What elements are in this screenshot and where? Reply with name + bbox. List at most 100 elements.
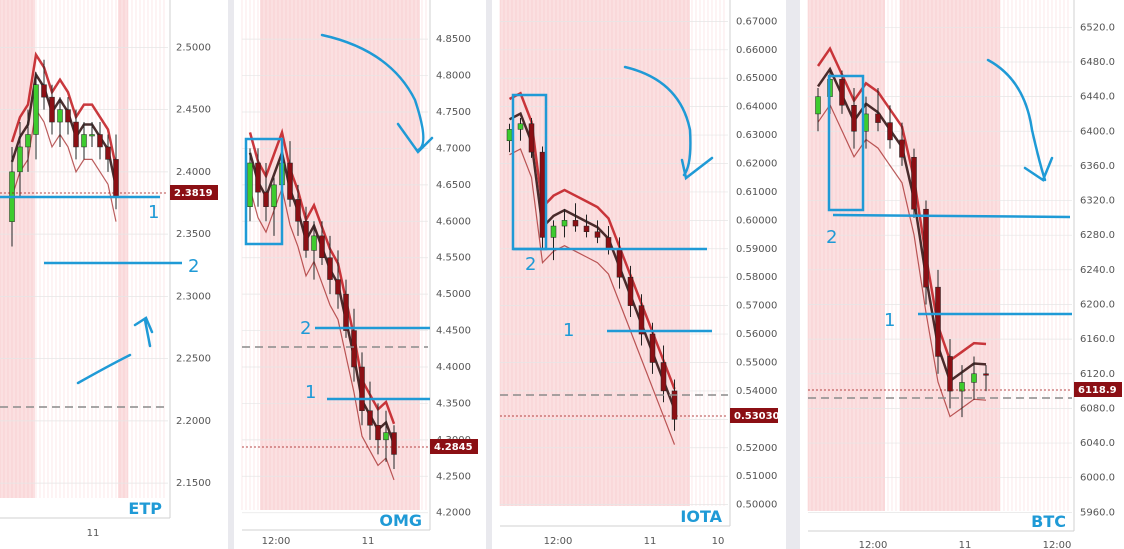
bg-band	[0, 0, 35, 498]
y-tick-label: 0.65000	[736, 73, 777, 84]
candle-body	[65, 109, 71, 123]
candle	[287, 141, 293, 207]
annotation-number: 1	[148, 202, 159, 223]
y-tick-label: 6280.0	[1080, 230, 1115, 241]
candle-body	[899, 139, 905, 158]
candle-body	[335, 279, 341, 295]
candle-body	[311, 235, 317, 251]
x-tick-label: 12:00	[262, 536, 291, 547]
candle	[875, 87, 881, 132]
y-tick-label: 2.3500	[176, 229, 211, 240]
price-tag	[730, 408, 778, 423]
candle-body	[561, 220, 568, 227]
x-tick-label: 10	[712, 536, 725, 547]
time-axis-bg	[808, 531, 1122, 549]
time-axis-bg	[242, 530, 478, 549]
annotation-number: 1	[563, 320, 574, 341]
y-tick-label: 0.58000	[736, 272, 777, 283]
bg-band	[260, 0, 420, 510]
price-tag-value: 4.2845	[434, 442, 473, 453]
candle	[335, 250, 341, 309]
candle	[971, 356, 977, 400]
candle-body	[605, 237, 612, 250]
blue-arrow-annotation	[623, 65, 714, 181]
candle-body	[887, 122, 893, 141]
y-tick-label: 2.4000	[176, 167, 211, 178]
y-tick-label: 0.60000	[736, 215, 777, 226]
candle-body	[343, 293, 349, 331]
candle-body	[351, 330, 357, 368]
candle-body	[528, 123, 535, 153]
candle-body	[815, 96, 821, 115]
y-tick-label: 2.2000	[176, 416, 211, 427]
y-tick-label: 4.4500	[436, 326, 471, 337]
blue-box-annotation	[244, 137, 284, 246]
price-tag-value: 0.53030	[734, 411, 780, 422]
candle-body	[271, 184, 277, 207]
candle-body	[81, 134, 87, 148]
candle	[319, 221, 325, 265]
y-tick-label: 0.52000	[736, 443, 777, 454]
candle	[367, 381, 373, 440]
candle	[660, 345, 667, 403]
candle	[303, 206, 309, 258]
price-tag-value: 6118.9	[1078, 385, 1117, 396]
candle	[671, 379, 678, 431]
candle	[911, 148, 917, 218]
candle	[271, 177, 277, 236]
candle	[539, 146, 546, 249]
candle-body	[17, 146, 23, 173]
candle-body	[539, 151, 546, 238]
candle	[383, 410, 389, 462]
candle-body	[391, 432, 397, 455]
candle-body	[851, 105, 857, 132]
candle-body	[97, 134, 103, 148]
candle	[33, 72, 39, 160]
candle	[25, 109, 31, 172]
y-tick-label: 0.51000	[736, 471, 777, 482]
annotation-number: 2	[826, 227, 837, 248]
candle	[638, 294, 645, 346]
blue-arrow-annotation	[320, 33, 434, 154]
candle	[627, 265, 634, 318]
y-tick-label: 2.5000	[176, 42, 211, 53]
candle-body	[255, 162, 261, 193]
candle-body	[671, 390, 678, 420]
candle-body	[638, 305, 645, 335]
candle-body	[875, 113, 881, 123]
annotation-number: 2	[525, 254, 536, 275]
candle	[327, 235, 333, 295]
candle-body	[303, 221, 309, 251]
y-tick-label: 4.5500	[436, 253, 471, 264]
y-tick-label: 0.62000	[736, 159, 777, 170]
panel-separator	[786, 0, 800, 549]
y-tick-label: 2.4500	[176, 105, 211, 116]
candle	[359, 352, 365, 426]
y-tick-label: 0.67000	[736, 16, 777, 27]
y-tick-label: 6000.0	[1080, 473, 1115, 484]
candle	[311, 221, 317, 280]
y-tick-label: 0.59000	[736, 244, 777, 255]
candle	[17, 122, 23, 197]
candle-body	[660, 362, 667, 392]
y-tick-label: 6320.0	[1080, 196, 1115, 207]
y-tick-label: 0.57000	[736, 301, 777, 312]
y-tick-label: 2.1500	[176, 478, 211, 489]
y-tick-label: 6400.0	[1080, 126, 1115, 137]
y-tick-label: 0.54000	[736, 386, 777, 397]
candle	[295, 184, 301, 236]
candle-body	[383, 432, 389, 441]
candle-body	[583, 225, 590, 232]
candle-body	[572, 220, 579, 227]
candle-body	[947, 356, 953, 392]
y-tick-label: 4.7000	[436, 143, 471, 154]
candle-body	[594, 231, 601, 238]
candle-body	[41, 84, 47, 98]
annotation-number: 2	[300, 318, 311, 339]
y-tick-label: 6040.0	[1080, 438, 1115, 449]
symbol-label: OMG	[379, 511, 422, 530]
y-tick-label: 0.56000	[736, 329, 777, 340]
candle	[959, 365, 965, 418]
y-tick-label: 6480.0	[1080, 57, 1115, 68]
y-tick-label: 0.66000	[736, 45, 777, 56]
